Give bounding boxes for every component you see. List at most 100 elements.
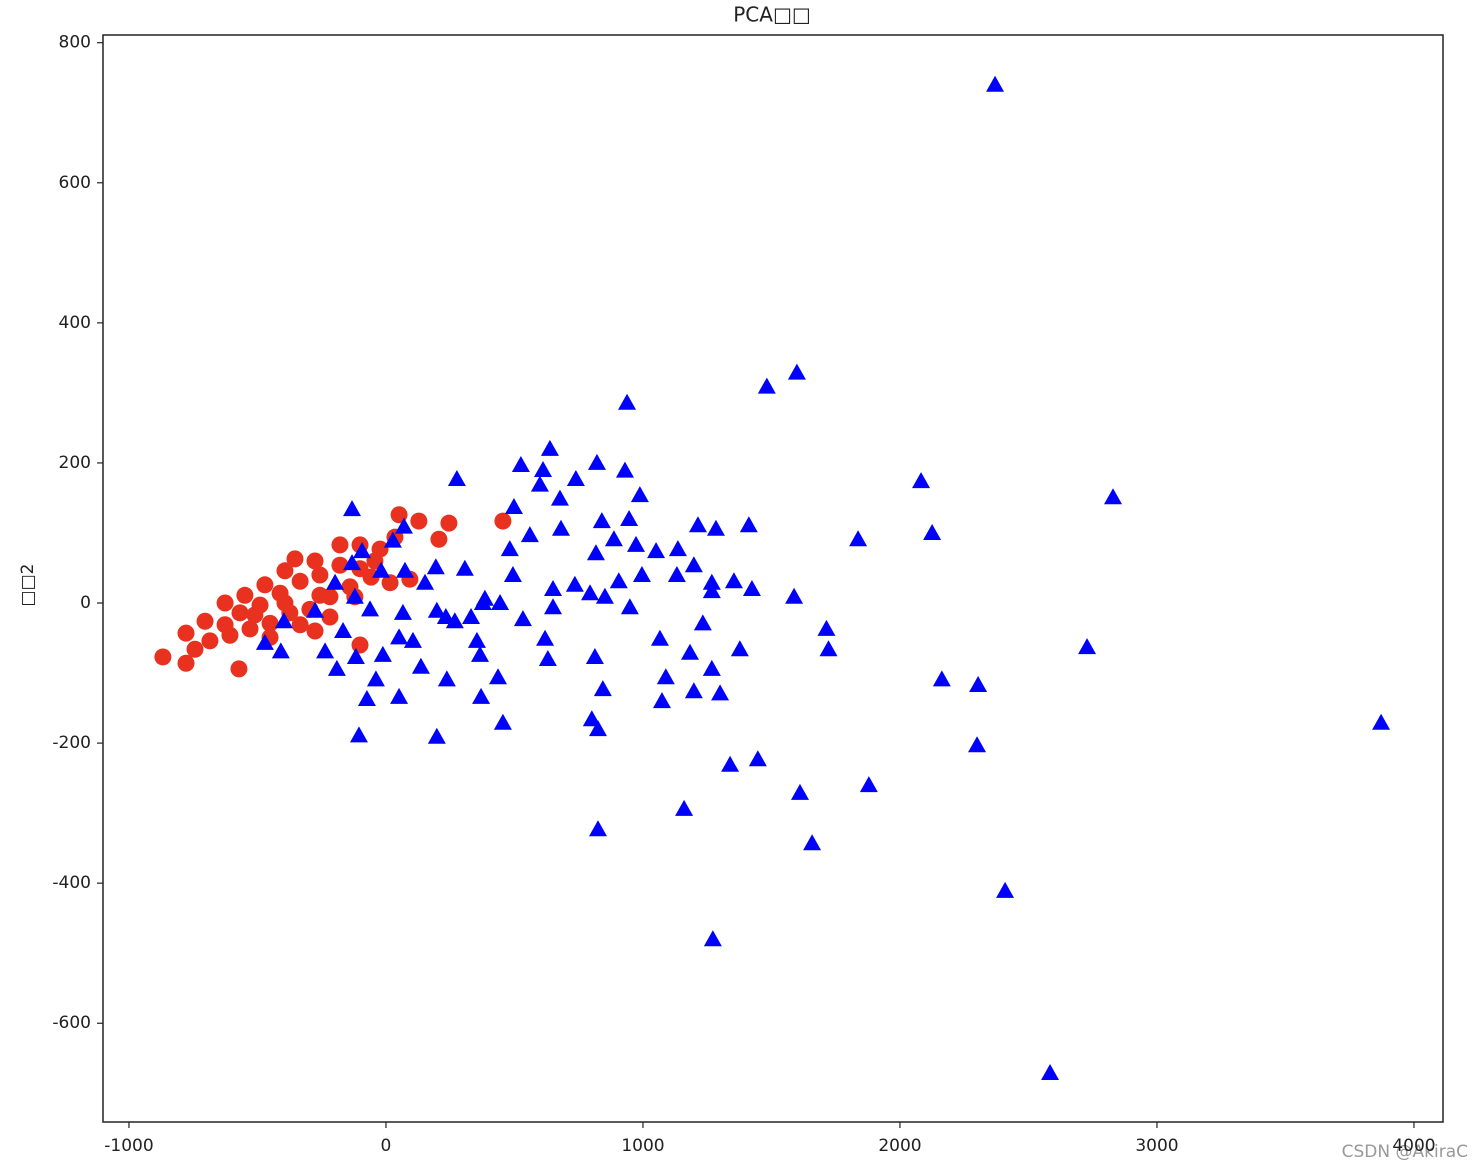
triangle-point xyxy=(530,475,549,492)
triangle-point xyxy=(996,881,1015,898)
triangle-point xyxy=(437,670,456,687)
watermark: CSDN @AkiraC xyxy=(1342,1142,1468,1162)
triangle-point xyxy=(403,631,422,648)
triangle-point xyxy=(742,580,761,597)
triangle-point xyxy=(604,530,623,547)
triangle-point xyxy=(513,610,532,627)
triangle-point xyxy=(632,565,651,582)
y-tick-label: 400 xyxy=(59,313,91,333)
triangle-point xyxy=(693,614,712,631)
triangle-point xyxy=(684,556,703,573)
triangle-point xyxy=(724,572,743,589)
triangle-point xyxy=(849,530,868,547)
circle-point xyxy=(440,514,458,532)
triangle-point xyxy=(390,628,409,645)
triangle-point xyxy=(462,608,481,625)
triangle-point xyxy=(493,713,512,730)
triangle-point xyxy=(540,439,559,456)
triangle-point xyxy=(455,559,474,576)
triangle-point xyxy=(688,516,707,533)
triangle-point xyxy=(503,565,522,582)
triangle-point xyxy=(647,542,666,559)
circle-point xyxy=(246,606,264,624)
triangle-point xyxy=(316,642,335,659)
chart-title: PCA□□ xyxy=(733,3,811,27)
triangle-point xyxy=(390,687,409,704)
circle-point xyxy=(186,640,204,658)
triangle-point xyxy=(684,682,703,699)
triangle-point xyxy=(427,601,446,618)
triangle-point xyxy=(656,668,675,685)
triangle-point xyxy=(445,612,464,629)
circle-point xyxy=(276,562,294,580)
triangle-point xyxy=(550,489,569,506)
triangle-point xyxy=(334,622,353,639)
triangle-point xyxy=(467,631,486,648)
triangle-point xyxy=(703,930,722,947)
triangle-point xyxy=(586,544,605,561)
triangle-point xyxy=(373,645,392,662)
circle-point xyxy=(276,594,294,612)
triangle-point xyxy=(968,736,987,753)
triangle-point xyxy=(711,684,730,701)
triangle-point xyxy=(565,575,584,592)
triangle-point xyxy=(447,470,466,487)
triangle-point xyxy=(271,642,290,659)
circle-point xyxy=(256,576,274,594)
y-tick-label: 600 xyxy=(59,173,91,193)
triangle-point xyxy=(255,633,274,650)
x-tick-label: 1000 xyxy=(621,1136,664,1156)
circle-point xyxy=(216,594,234,612)
triangle-point xyxy=(472,687,491,704)
triangle-point xyxy=(357,689,376,706)
triangle-point xyxy=(500,540,519,557)
triangle-point xyxy=(346,647,365,664)
triangle-point xyxy=(969,675,988,692)
triangle-point xyxy=(306,601,325,618)
triangle-point xyxy=(817,619,836,636)
circle-point xyxy=(321,608,339,626)
triangle-point xyxy=(1041,1063,1060,1080)
y-tick-label: 800 xyxy=(59,33,91,53)
triangle-point xyxy=(353,542,372,559)
triangle-point xyxy=(366,670,385,687)
triangle-point xyxy=(383,531,402,548)
triangle-point xyxy=(394,517,413,534)
triangle-point xyxy=(520,526,539,543)
y-tick-label: 0 xyxy=(80,593,91,613)
triangle-point xyxy=(702,573,721,590)
triangle-point xyxy=(680,643,699,660)
triangle-point xyxy=(667,565,686,582)
triangle-point xyxy=(395,561,414,578)
triangle-point xyxy=(426,558,445,575)
triangle-point xyxy=(652,692,671,709)
triangle-point xyxy=(675,799,694,816)
circle-point xyxy=(154,648,172,666)
triangle-point xyxy=(504,498,523,515)
triangle-point xyxy=(393,603,412,620)
triangle-point xyxy=(787,363,806,380)
circle-point xyxy=(177,654,195,672)
circle-point xyxy=(196,612,214,630)
x-tick-label: 3000 xyxy=(1135,1136,1178,1156)
circle-point xyxy=(177,624,195,642)
triangle-point xyxy=(618,393,637,410)
circle-point xyxy=(494,512,512,530)
triangle-point xyxy=(912,472,931,489)
triangle-point xyxy=(544,580,563,597)
triangle-point xyxy=(326,573,345,590)
triangle-point xyxy=(533,460,552,477)
triangle-point xyxy=(785,587,804,604)
triangle-point xyxy=(615,461,634,478)
triangle-point xyxy=(923,523,942,540)
triangle-point xyxy=(790,783,809,800)
triangle-point xyxy=(343,500,362,517)
triangle-point xyxy=(730,640,749,657)
triangle-point xyxy=(343,554,362,571)
triangle-point xyxy=(803,834,822,851)
circle-point xyxy=(381,574,399,592)
x-tick-label: 4000 xyxy=(1392,1136,1435,1156)
triangle-point xyxy=(588,820,607,837)
triangle-point xyxy=(473,594,492,611)
